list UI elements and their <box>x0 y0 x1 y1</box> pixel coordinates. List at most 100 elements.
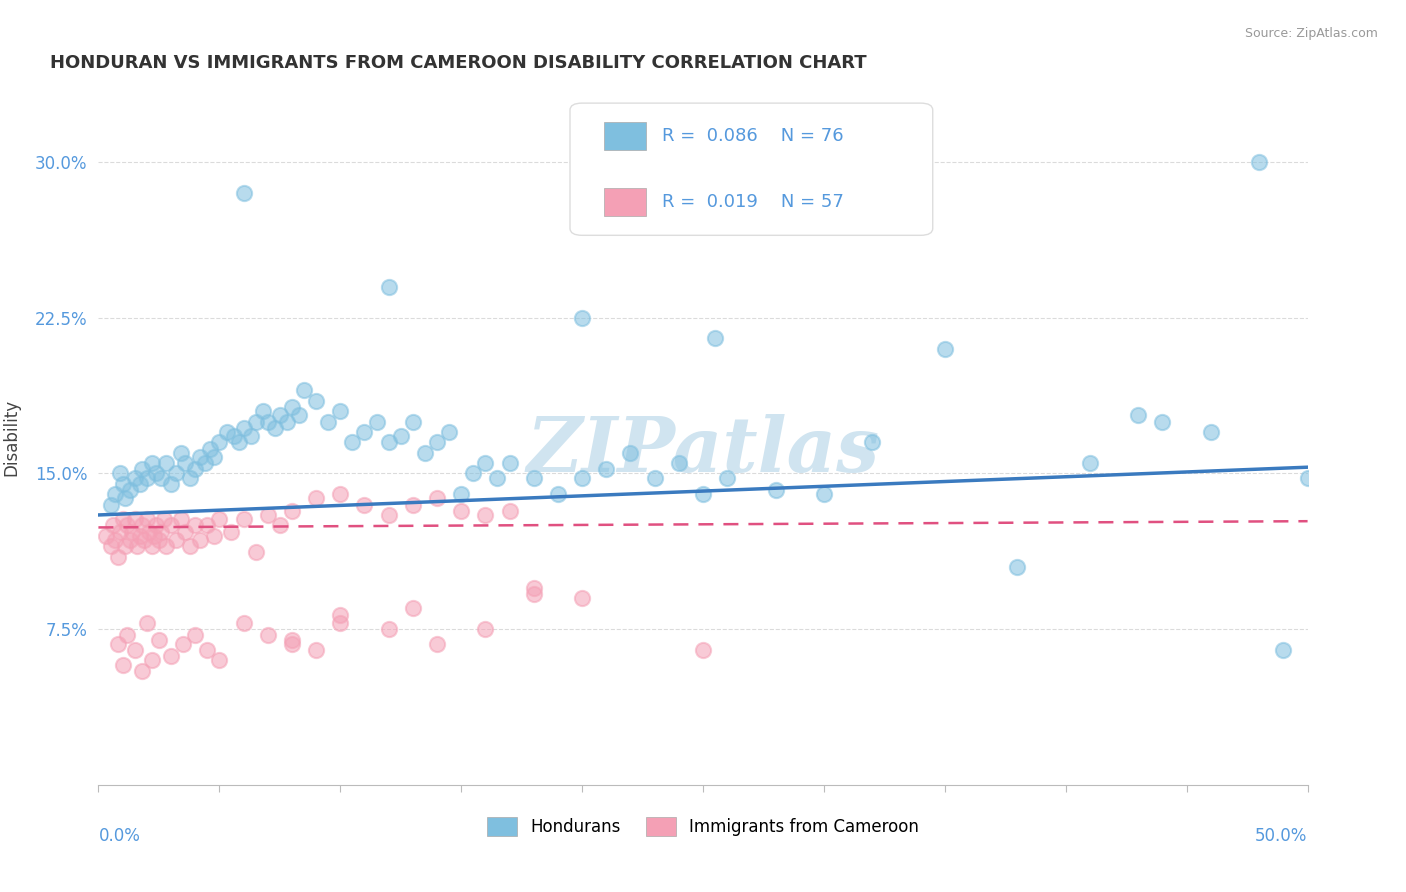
Legend: Hondurans, Immigrants from Cameroon: Hondurans, Immigrants from Cameroon <box>486 816 920 836</box>
Point <box>118 483 141 497</box>
Point <box>523 470 546 484</box>
Point <box>131 518 153 533</box>
Point <box>135 615 157 630</box>
Point <box>114 539 136 553</box>
Point <box>523 587 546 601</box>
Point <box>184 462 207 476</box>
Point <box>281 632 304 647</box>
Point <box>179 470 201 484</box>
Point <box>426 435 449 450</box>
Point <box>160 649 183 664</box>
Point <box>1128 409 1150 423</box>
Point <box>571 591 593 605</box>
Point <box>1249 154 1271 169</box>
Point <box>128 476 150 491</box>
Point <box>269 409 291 423</box>
Point <box>342 435 364 450</box>
Point <box>281 400 304 414</box>
Point <box>188 450 211 464</box>
Point <box>353 498 375 512</box>
Point <box>305 393 328 408</box>
Point <box>108 467 131 481</box>
Point <box>174 456 197 470</box>
Point <box>426 491 449 506</box>
Point <box>377 279 399 293</box>
Point <box>377 622 399 636</box>
Point <box>426 637 449 651</box>
Point <box>281 504 304 518</box>
FancyBboxPatch shape <box>569 103 932 235</box>
Point <box>135 512 157 526</box>
Point <box>124 512 146 526</box>
Point <box>111 476 134 491</box>
Point <box>114 491 136 506</box>
Point <box>704 331 727 345</box>
Point <box>107 637 129 651</box>
Point <box>402 498 425 512</box>
Text: ZIPatlas: ZIPatlas <box>526 414 880 488</box>
Text: R =  0.086    N = 76: R = 0.086 N = 76 <box>662 127 844 145</box>
Point <box>108 524 131 539</box>
Point <box>1152 415 1174 429</box>
Point <box>228 435 250 450</box>
Point <box>486 470 509 484</box>
Point <box>165 533 187 547</box>
Text: 50.0%: 50.0% <box>1256 827 1308 845</box>
Point <box>413 445 436 459</box>
Point <box>188 533 211 547</box>
Point <box>232 512 254 526</box>
Point <box>198 442 221 456</box>
Point <box>232 615 254 630</box>
Point <box>117 628 139 642</box>
Point <box>208 435 231 450</box>
Point <box>104 533 127 547</box>
Point <box>208 653 231 667</box>
Point <box>377 508 399 522</box>
Point <box>148 533 170 547</box>
Point <box>169 445 191 459</box>
Point <box>160 518 183 533</box>
Point <box>222 429 245 443</box>
Point <box>135 470 157 484</box>
Point <box>107 549 129 564</box>
Point <box>121 524 143 539</box>
Point <box>474 456 496 470</box>
Point <box>174 524 197 539</box>
Point <box>619 445 641 459</box>
Point <box>402 601 425 615</box>
Point <box>402 415 425 429</box>
Point <box>692 643 714 657</box>
Point <box>716 470 738 484</box>
Point <box>194 456 217 470</box>
Point <box>111 512 134 526</box>
Point <box>148 632 170 647</box>
Point <box>474 508 496 522</box>
Point <box>1199 425 1222 439</box>
Point <box>450 504 472 518</box>
Point <box>239 429 262 443</box>
Point <box>329 607 352 622</box>
Point <box>128 529 150 543</box>
Point <box>1007 560 1029 574</box>
Point <box>131 664 153 678</box>
Point <box>595 462 617 476</box>
Point <box>813 487 835 501</box>
Point <box>450 487 472 501</box>
Point <box>141 539 163 553</box>
Point <box>165 467 187 481</box>
Point <box>127 539 149 553</box>
Point <box>100 498 122 512</box>
Point <box>474 622 496 636</box>
Point <box>463 467 485 481</box>
Point <box>143 529 166 543</box>
Point <box>232 421 254 435</box>
Point <box>155 456 177 470</box>
Point <box>150 470 173 484</box>
Point <box>288 409 311 423</box>
Point <box>305 491 328 506</box>
Point <box>571 310 593 325</box>
Point <box>184 628 207 642</box>
Point <box>94 529 117 543</box>
Point <box>276 415 298 429</box>
Point <box>245 415 267 429</box>
